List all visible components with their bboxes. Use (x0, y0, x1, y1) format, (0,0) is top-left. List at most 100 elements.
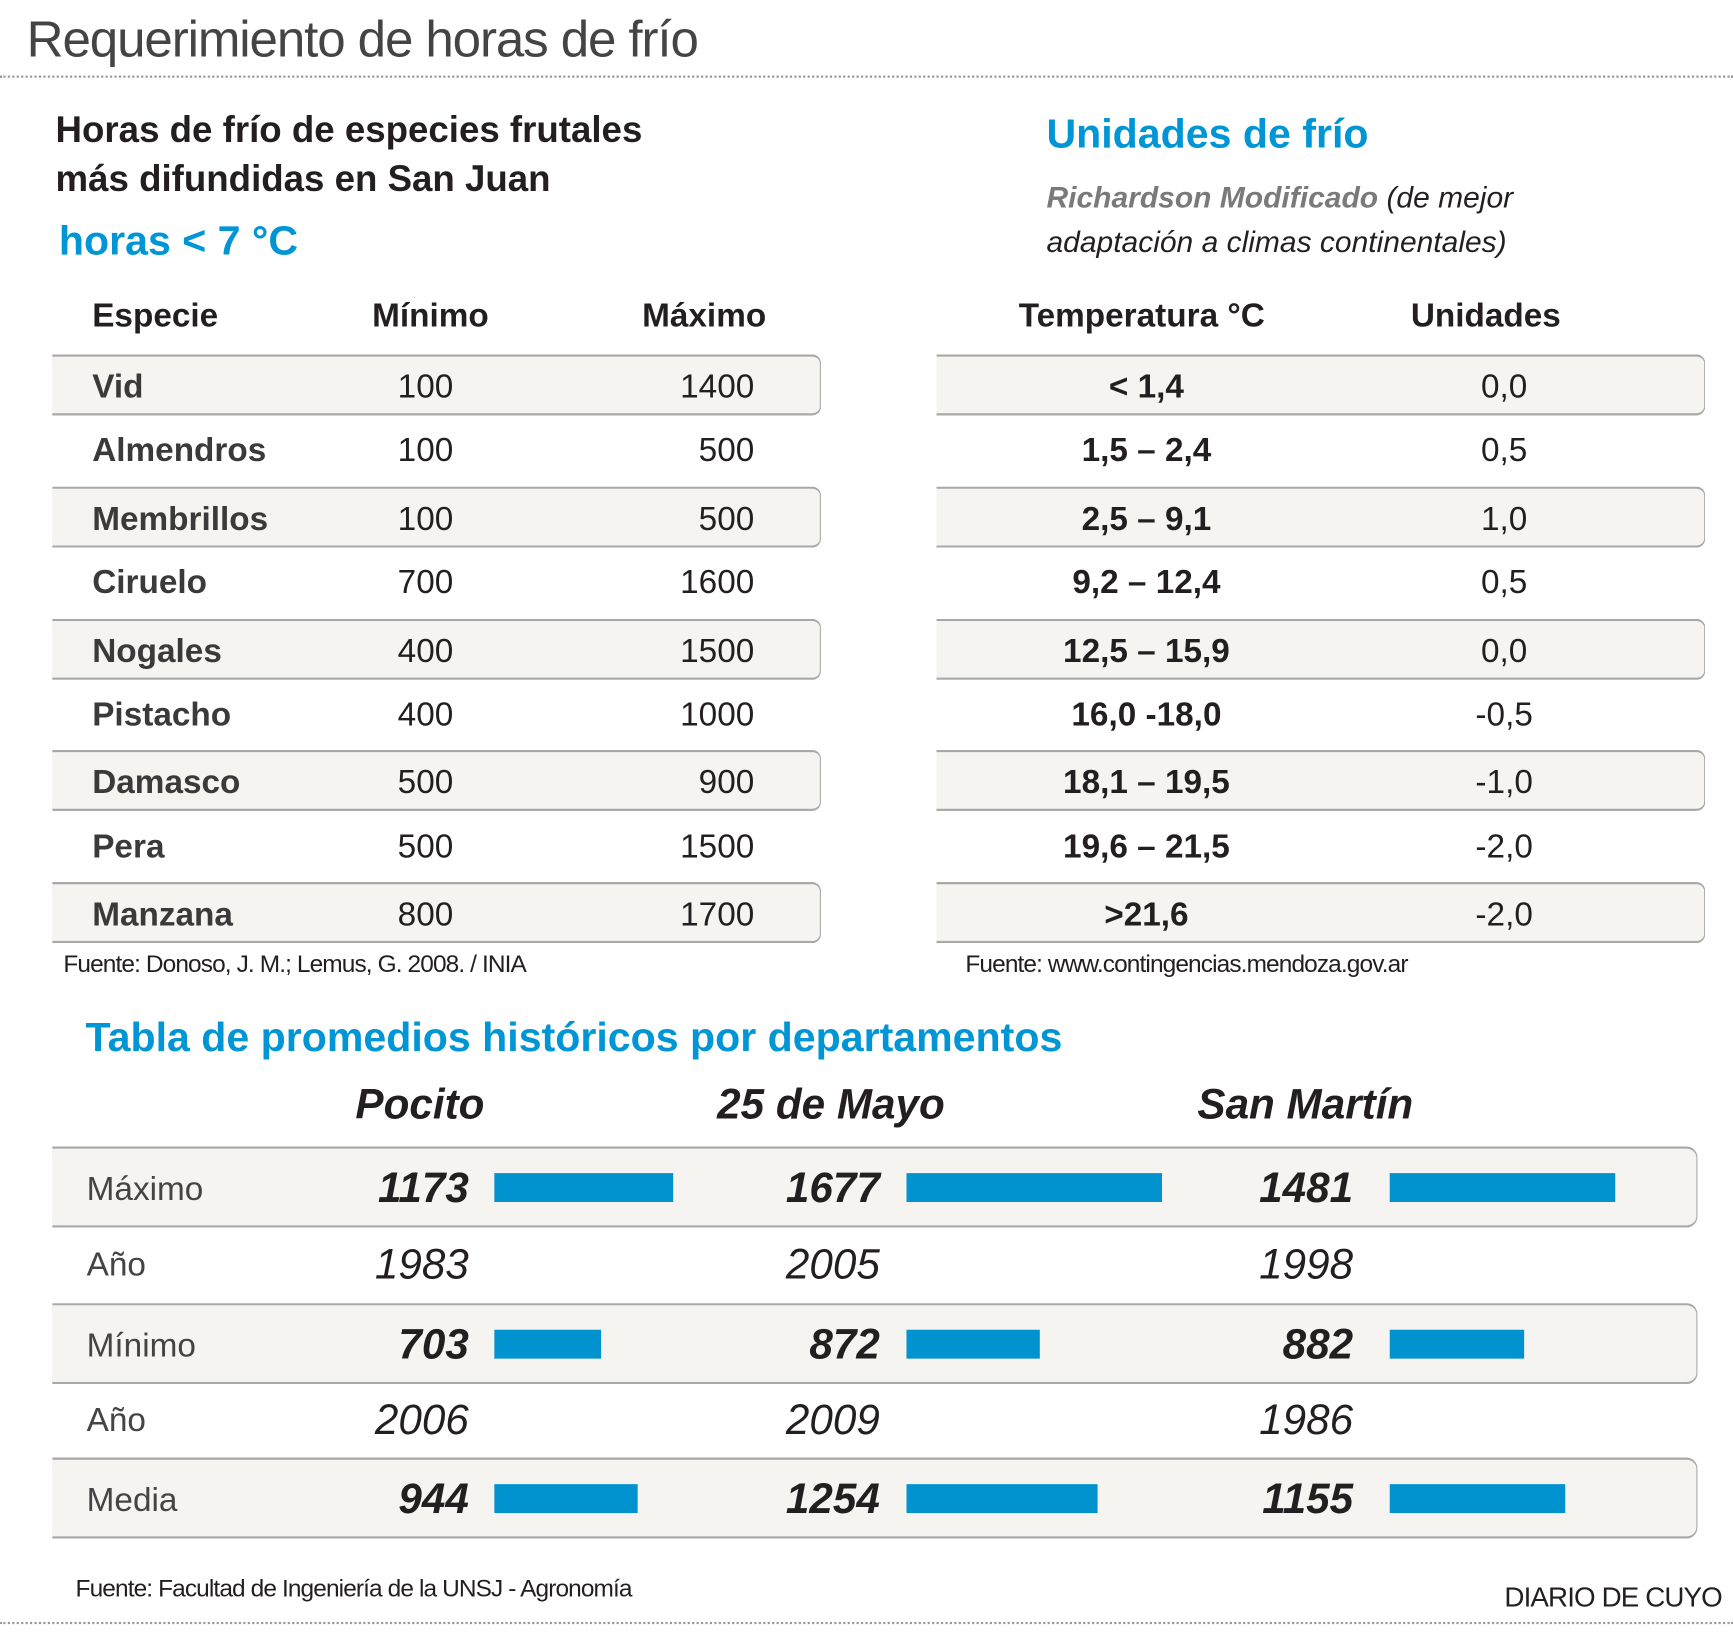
chill-unit-row: 12,5 – 15,9 0,0 (936, 618, 1706, 680)
department-row: Año 1983 2005 1998 (52, 1228, 1697, 1304)
chill-units: 0,0 (1480, 632, 1528, 670)
chill-units: 0,5 (1480, 564, 1528, 602)
value-2: 882 (1282, 1321, 1354, 1369)
dept-25-de-mayo: 25 de Mayo (717, 1082, 945, 1129)
species-row: Pera 500 1500 (52, 816, 821, 877)
species-min: 700 (397, 564, 454, 602)
chill-units: -0,5 (1475, 696, 1533, 734)
chill-unit-row: 9,2 – 12,4 0,5 (936, 552, 1705, 613)
left-subheading: horas < 7 °C (58, 217, 299, 264)
species-name: Ciruelo (92, 564, 208, 602)
value-bar (906, 1329, 1040, 1359)
col-header-maximo: Máximo (642, 297, 767, 335)
species-max: 1600 (680, 564, 755, 602)
col-header-temperatura: Temperatura °C (1018, 297, 1265, 335)
row-label: Media (86, 1481, 178, 1519)
row-label: Mínimo (86, 1327, 196, 1365)
col-header-unidades: Unidades (1410, 297, 1561, 335)
chill-unit-row: 16,0 -18,0 -0,5 (936, 684, 1705, 745)
value-0: 2006 (374, 1397, 469, 1445)
value-1: 872 (809, 1321, 880, 1369)
species-min: 400 (397, 632, 454, 670)
species-min: 100 (397, 368, 454, 406)
temperature-range: 16,0 -18,0 (1071, 696, 1222, 734)
department-row: Año 2006 2009 1986 (52, 1384, 1697, 1457)
chill-unit-row: >21,6 -2,0 (936, 882, 1706, 944)
divider-top (0, 75, 1733, 78)
chill-units: -2,0 (1475, 896, 1533, 934)
value-bar (494, 1172, 673, 1202)
value-2: 1986 (1259, 1397, 1354, 1445)
value-1: 1677 (785, 1165, 880, 1212)
species-min: 500 (397, 828, 454, 866)
value-bar (494, 1483, 638, 1513)
department-row: Media 944 1254 1155 (52, 1457, 1698, 1539)
value-bar (1389, 1483, 1566, 1513)
left-heading-line1: Horas de frío de especies frutales (55, 108, 643, 150)
chill-units: -1,0 (1475, 764, 1533, 802)
value-1: 1254 (785, 1476, 880, 1524)
method-name: Richardson Modificado (1046, 181, 1379, 215)
species-row: Nogales 400 1500 (52, 618, 821, 680)
bottom-heading: Tabla de promedios históricos por depart… (85, 1014, 1063, 1060)
row-label: Año (86, 1246, 146, 1284)
temperature-range: 12,5 – 15,9 (1063, 632, 1230, 670)
species-name: Nogales (92, 632, 222, 670)
species-max: 1500 (680, 828, 755, 866)
row-label: Año (86, 1401, 146, 1439)
temperature-range: >21,6 (1104, 896, 1189, 934)
page-title: Requerimiento de horas de frío (26, 9, 699, 68)
species-max: 1500 (680, 632, 755, 670)
species-max: 1700 (680, 896, 755, 934)
divider-bottom (0, 1621, 1733, 1625)
method-line2: adaptación a climas continentales) (1046, 225, 1507, 259)
row-label: Máximo (86, 1170, 204, 1208)
value-bar (906, 1483, 1098, 1513)
right-heading: Unidades de frío (1046, 111, 1369, 157)
species-name: Manzana (92, 896, 233, 934)
species-max: 1000 (680, 696, 755, 734)
chill-units: 0,0 (1480, 368, 1528, 406)
species-name: Almendros (92, 432, 267, 470)
species-row: Almendros 100 500 (52, 420, 821, 481)
species-row: Membrillos 100 500 (52, 486, 821, 548)
value-bar (494, 1329, 602, 1359)
left-heading-line2: más difundidas en San Juan (55, 157, 551, 199)
chill-units: -2,0 (1475, 828, 1533, 866)
value-bar (906, 1172, 1162, 1202)
temperature-range: 1,5 – 2,4 (1081, 432, 1212, 470)
species-max: 500 (698, 500, 755, 538)
value-2: 1155 (1262, 1476, 1354, 1524)
method-line1: Richardson Modificado (de mejor (1046, 176, 1513, 220)
value-0: 944 (398, 1476, 469, 1524)
temperature-range: 18,1 – 19,5 (1063, 764, 1230, 802)
species-name: Pera (92, 828, 165, 866)
species-name: Damasco (92, 764, 241, 802)
value-0: 703 (398, 1321, 469, 1369)
chill-units: 1,0 (1480, 500, 1528, 538)
department-row: Máximo 1173 1677 1481 (52, 1146, 1698, 1228)
value-2: 1998 (1259, 1241, 1354, 1289)
chill-unit-row: 19,6 – 21,5 -2,0 (936, 816, 1705, 877)
temperature-range: 19,6 – 21,5 (1063, 828, 1230, 866)
species-row: Manzana 800 1700 (52, 882, 821, 944)
dept-pocito: Pocito (355, 1082, 485, 1129)
species-name: Membrillos (92, 500, 269, 538)
species-row: Damasco 500 900 (52, 750, 821, 812)
species-max: 900 (698, 764, 755, 802)
species-row: Vid 100 1400 (52, 354, 821, 416)
dept-san-martin: San Martín (1197, 1082, 1414, 1129)
chill-unit-row: 1,5 – 2,4 0,5 (936, 420, 1705, 481)
species-min: 800 (397, 896, 454, 934)
col-header-minimo: Mínimo (372, 297, 489, 335)
value-0: 1173 (378, 1165, 469, 1212)
species-row: Pistacho 400 1000 (52, 684, 821, 745)
temperature-range: 2,5 – 9,1 (1081, 500, 1212, 538)
bottom-source: Fuente: Facultad de Ingeniería de la UNS… (75, 1574, 633, 1602)
department-row: Mínimo 703 872 882 (52, 1303, 1698, 1385)
temperature-range: 9,2 – 12,4 (1072, 564, 1221, 602)
credit-logo: DIARIO DE CUYO (1504, 1581, 1722, 1614)
left-source: Fuente: Donoso, J. M.; Lemus, G. 2008. /… (63, 949, 527, 978)
col-header-especie: Especie (92, 297, 219, 335)
